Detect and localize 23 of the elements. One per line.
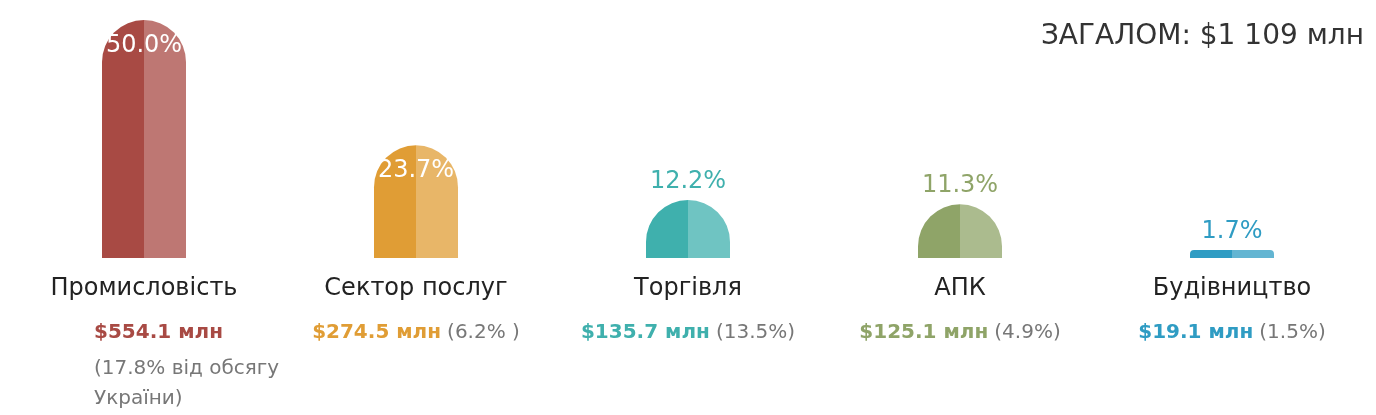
data-label: 11.3%	[921, 170, 999, 199]
text: $274.5 млн	[312, 319, 442, 343]
text: $125.1 млн	[859, 319, 989, 343]
data-label: 23.7%	[377, 155, 455, 184]
text: $135.7 млн	[580, 319, 710, 343]
x-tick-label: АПК	[934, 273, 986, 301]
text: (17.8% від обсягу України)	[94, 355, 280, 409]
text: $19.1 млн	[1138, 319, 1254, 343]
x-tick-label: Торгівля	[633, 273, 742, 301]
data-label: 12.2%	[649, 165, 727, 194]
x-tick-label: Сектор послуг	[324, 273, 508, 301]
x-tick-label: Будівництво	[1152, 273, 1312, 301]
text: $554.1 млн	[94, 319, 223, 343]
chart-title: ЗАГАЛОМ: $1 109 млн	[1040, 18, 1364, 51]
x-tick-label: Промисловість	[50, 273, 238, 301]
data-label: 50.0%	[105, 30, 183, 58]
bar	[1190, 249, 1274, 258]
text: (1.5%)	[1259, 319, 1326, 343]
text: (13.5%)	[715, 319, 796, 343]
data-label: 1.7%	[1201, 215, 1263, 244]
text: (4.9%)	[994, 319, 1061, 343]
bar	[102, 20, 186, 258]
text: (6.2% )	[447, 319, 520, 343]
